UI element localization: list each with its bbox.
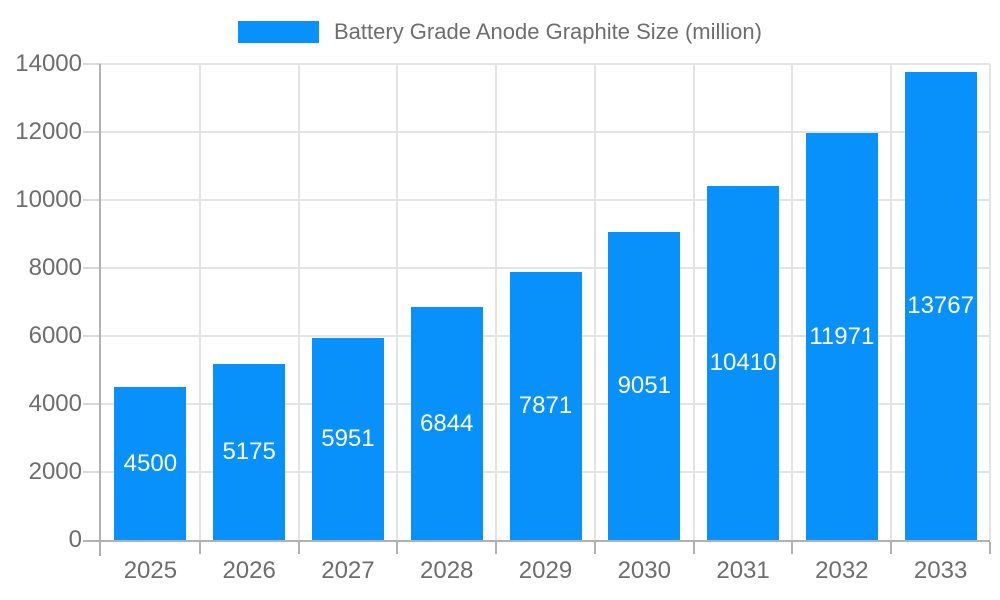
x-tick-label: 2028 xyxy=(420,557,474,584)
y-axis-tick xyxy=(83,335,101,337)
y-axis-tick xyxy=(83,403,101,405)
gridline-horizontal xyxy=(101,199,990,201)
y-axis-tick xyxy=(83,131,101,133)
gridline-horizontal xyxy=(101,267,990,269)
gridline-horizontal xyxy=(101,131,990,133)
y-tick-label: 6000 xyxy=(28,322,82,349)
x-tick-label: 2027 xyxy=(321,557,375,584)
x-axis-tick xyxy=(297,542,300,554)
bar: 9051 xyxy=(608,232,681,540)
legend-swatch xyxy=(238,21,319,43)
gridline-vertical xyxy=(495,64,498,540)
y-tick-label: 4000 xyxy=(28,390,82,417)
y-tick-label: 8000 xyxy=(28,254,82,281)
y-axis-line xyxy=(99,64,101,556)
y-axis-tick xyxy=(83,267,101,269)
bar-value-label: 9051 xyxy=(617,372,671,399)
bar-value-label: 5951 xyxy=(321,425,375,452)
bar: 7871 xyxy=(509,272,582,540)
x-tick-label: 2026 xyxy=(222,557,276,584)
bar-value-label: 6844 xyxy=(420,409,474,437)
y-axis-tick xyxy=(83,471,101,473)
bar: 11971 xyxy=(805,133,878,540)
x-axis-tick xyxy=(396,542,399,554)
gridline-vertical xyxy=(593,64,596,540)
gridline-vertical xyxy=(297,64,300,540)
x-axis-tick xyxy=(791,542,794,554)
bar: 4500 xyxy=(114,387,187,540)
x-axis-tick xyxy=(593,542,596,554)
x-tick-label: 2025 xyxy=(123,557,178,584)
bar-value-label: 4500 xyxy=(123,449,178,477)
y-tick-label: 14000 xyxy=(15,50,82,77)
x-tick-label: 2029 xyxy=(518,557,573,584)
x-tick-label: 2032 xyxy=(815,557,869,584)
bar-value-label: 7871 xyxy=(518,392,573,419)
legend-label: Battery Grade Anode Graphite Size (milli… xyxy=(334,19,762,44)
x-axis-tick xyxy=(495,542,498,554)
gridline-vertical xyxy=(198,64,201,540)
y-tick-label: 2000 xyxy=(28,458,82,485)
gridline-vertical xyxy=(396,64,399,540)
x-axis-tick xyxy=(198,542,201,554)
bar: 5951 xyxy=(311,338,384,540)
bar-value-label: 5175 xyxy=(222,438,276,465)
x-axis-line xyxy=(83,540,990,542)
y-axis-tick xyxy=(83,199,101,201)
x-axis-tick xyxy=(989,542,991,554)
bar: 6844 xyxy=(410,307,483,540)
bar: 10410 xyxy=(707,186,780,540)
x-tick-label: 2031 xyxy=(716,557,770,584)
x-axis-tick xyxy=(692,542,695,554)
y-axis-tick xyxy=(83,63,101,65)
y-tick-label: 12000 xyxy=(15,118,82,145)
gridline-horizontal xyxy=(101,63,990,65)
legend: Battery Grade Anode Graphite Size (milli… xyxy=(0,20,1000,44)
bar: 5175 xyxy=(213,364,286,540)
gridline-vertical xyxy=(791,64,794,540)
bar-value-label: 11971 xyxy=(809,322,875,350)
x-tick-label: 2030 xyxy=(617,557,671,584)
y-tick-label: 10000 xyxy=(15,186,82,213)
bar-value-label: 10410 xyxy=(709,349,777,376)
gridline-vertical xyxy=(989,64,991,540)
bar: 13767 xyxy=(904,72,977,540)
y-tick-label: 0 xyxy=(68,526,82,553)
gridline-vertical xyxy=(890,64,893,540)
x-tick-label: 2033 xyxy=(913,557,968,584)
bar-value-label: 13767 xyxy=(907,292,974,319)
x-axis-tick xyxy=(890,542,893,554)
gridline-vertical xyxy=(692,64,695,540)
